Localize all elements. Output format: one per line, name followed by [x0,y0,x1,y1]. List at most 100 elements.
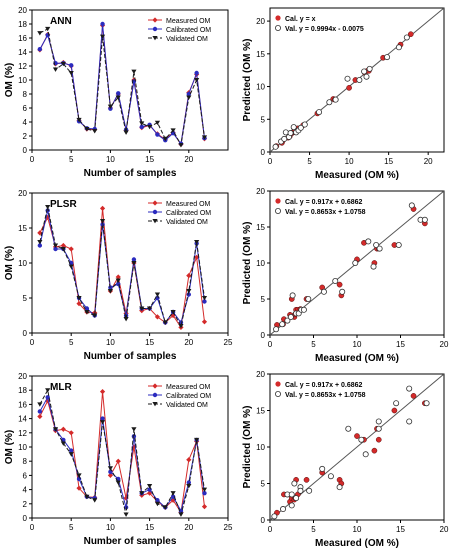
calibrated-om-point [186,292,191,297]
y-tick-label: 12 [18,429,27,438]
mlr-scatter-chart: 0 5 10 15 20 0 5 10 15 20 Measured (OM %) Predicted… [242,370,449,549]
validated-om-point [123,130,129,135]
validated-om-point [107,104,113,109]
val-scatter-point [306,487,313,494]
y-axis-label: Predicted (OM %) [242,222,253,305]
measured-om-point [99,205,106,211]
x-axis-label: Measured (OM %) [315,538,399,549]
x-tick-label: 0 [268,340,273,349]
calibrated-om-point [170,494,176,499]
validated-om-point [139,306,145,311]
validated-om-point [147,484,153,489]
validated-om-point [131,261,137,266]
legend-label-measured: Measured OM [166,201,211,208]
legend-label-val: Val. y = 0.8653x + 1.0758 [285,392,366,399]
y-tick-label: 20 [256,187,265,196]
calibrated-om-point [69,260,74,266]
validated-om-point [99,219,106,224]
measured-om-point [60,426,66,432]
y-tick-label: 15 [256,50,265,59]
cal-scatter-point [303,477,310,483]
validated-om-point [186,484,192,489]
measured-om-point [45,214,51,221]
calibrated-om-point [53,246,58,252]
validated-om-point [194,78,200,83]
calibrated-om-point [202,490,207,496]
val-scatter-point [297,124,304,131]
legend-label-val: Val. y = 0.8653x + 1.0758 [285,209,366,216]
legend-marker-cal [275,381,281,387]
val-scatter-point [287,313,294,320]
calibrated-om-point [155,498,160,503]
cal-scatter-point [354,433,360,439]
validated-om-point [60,247,66,252]
val-scatter-point [361,68,368,75]
validated-om-point [170,310,176,315]
x-axis-label: Number of samples [84,168,177,179]
y-tick-label: 18 [18,20,27,29]
mlr-timeseries-chart: 0 5 10 15 20 25 0 2 4 6 8 10 12 14 16 18 20 Number of sam… [4,372,233,547]
validated-om-point [45,205,51,210]
val-scatter-point [421,216,428,223]
x-axis-label: Number of samples [84,351,177,362]
validated-om-point [115,278,121,283]
validated-om-point [37,402,43,407]
y-axis-label: Predicted (OM %) [242,406,253,489]
calibrated-om-point [69,63,74,68]
x-tick-label: 20 [424,157,433,166]
validated-om-point [194,437,200,443]
validated-om-point [131,69,137,74]
x-axis-label: Number of samples [84,536,177,547]
legend-marker-measured [152,383,158,389]
cal-scatter-point [346,85,352,91]
val-scatter-point [305,296,312,303]
val-scatter-point [376,245,383,252]
calibrated-om-point [131,257,137,262]
measured-om-point [99,389,106,395]
validated-om-point [99,420,106,425]
val-scatter-point [384,54,391,61]
validated-om-point [147,124,153,130]
validated-om-point [92,313,98,318]
validated-om-point [178,512,184,517]
legend-marker-cal [275,198,281,204]
validated-om-line [39,388,205,517]
legend-marker-calibrated [152,392,158,398]
val-scatter-point [272,143,279,150]
validated-om-point [194,240,200,245]
calibrated-om-line [39,395,205,513]
y-axis-label: Predicted (OM %) [242,39,253,122]
validated-om-point [107,289,113,294]
validated-om-point [45,26,51,32]
x-tick-label: 0 [30,523,35,532]
measured-om-point [115,458,121,464]
validated-om-point [76,296,82,301]
validated-om-line [39,28,205,147]
val-scatter-point [406,385,413,392]
x-tick-label: 10 [353,525,362,534]
x-tick-label: 5 [69,338,74,347]
validated-om-point [154,292,161,297]
validated-om-point [60,61,66,67]
val-scatter-point [403,34,410,41]
validated-om-point [99,34,106,39]
y-tick-label: 0 [261,331,266,340]
y-tick-label: 20 [256,370,265,379]
validated-om-point [52,243,59,248]
val-scatter-point [319,465,326,472]
val-scatter-point [332,278,339,285]
x-axis-label: Measured (OM %) [315,353,399,364]
val-scatter-point [320,288,327,295]
x-tick-label: 25 [224,523,233,532]
measured-om-line [39,25,205,146]
measured-om-point [37,413,43,420]
calibrated-om-point [37,243,43,248]
val-scatter-point [406,418,413,425]
y-tick-label: 10 [256,443,265,452]
legend-marker-calibrated [152,26,158,32]
validated-om-point [92,129,98,134]
measured-om-point [68,246,74,252]
calibrated-om-point [202,299,207,304]
val-scatter-point [363,73,370,80]
validated-om-point [123,317,129,322]
